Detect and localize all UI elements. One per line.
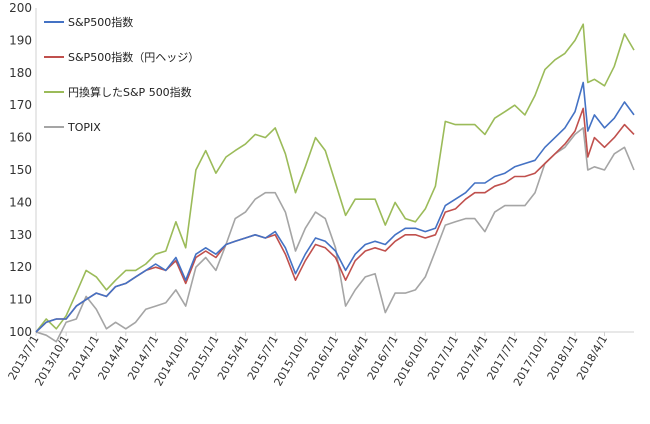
y-tick-label: 150 [9,163,32,177]
series-lines [35,23,635,343]
legend-label: S&P500指数 [68,15,133,29]
y-tick-label: 110 [9,293,32,307]
legend-label: TOPIX [67,121,101,134]
legend-label: S&P500指数（円ヘッジ） [68,50,199,64]
y-tick-label: 170 [9,98,32,112]
y-tick-label: 190 [9,33,32,47]
y-tick-label: 180 [9,66,32,80]
series-line-2 [35,107,635,333]
legend-label: 円換算したS&P 500指数 [68,85,192,99]
series-line-3 [35,23,635,333]
y-tick-label: 160 [9,131,32,145]
series-line-4 [35,127,635,343]
series-line-1 [35,81,635,333]
y-tick-label: 100 [9,325,32,339]
y-tick-label: 130 [9,228,32,242]
y-tick-label: 120 [9,260,32,274]
y-tick-label: 200 [9,1,32,15]
y-tick-label: 140 [9,195,32,209]
legend: S&P500指数 S&P500指数（円ヘッジ） 円換算したS&P 500指数 TOPI… [44,15,199,134]
